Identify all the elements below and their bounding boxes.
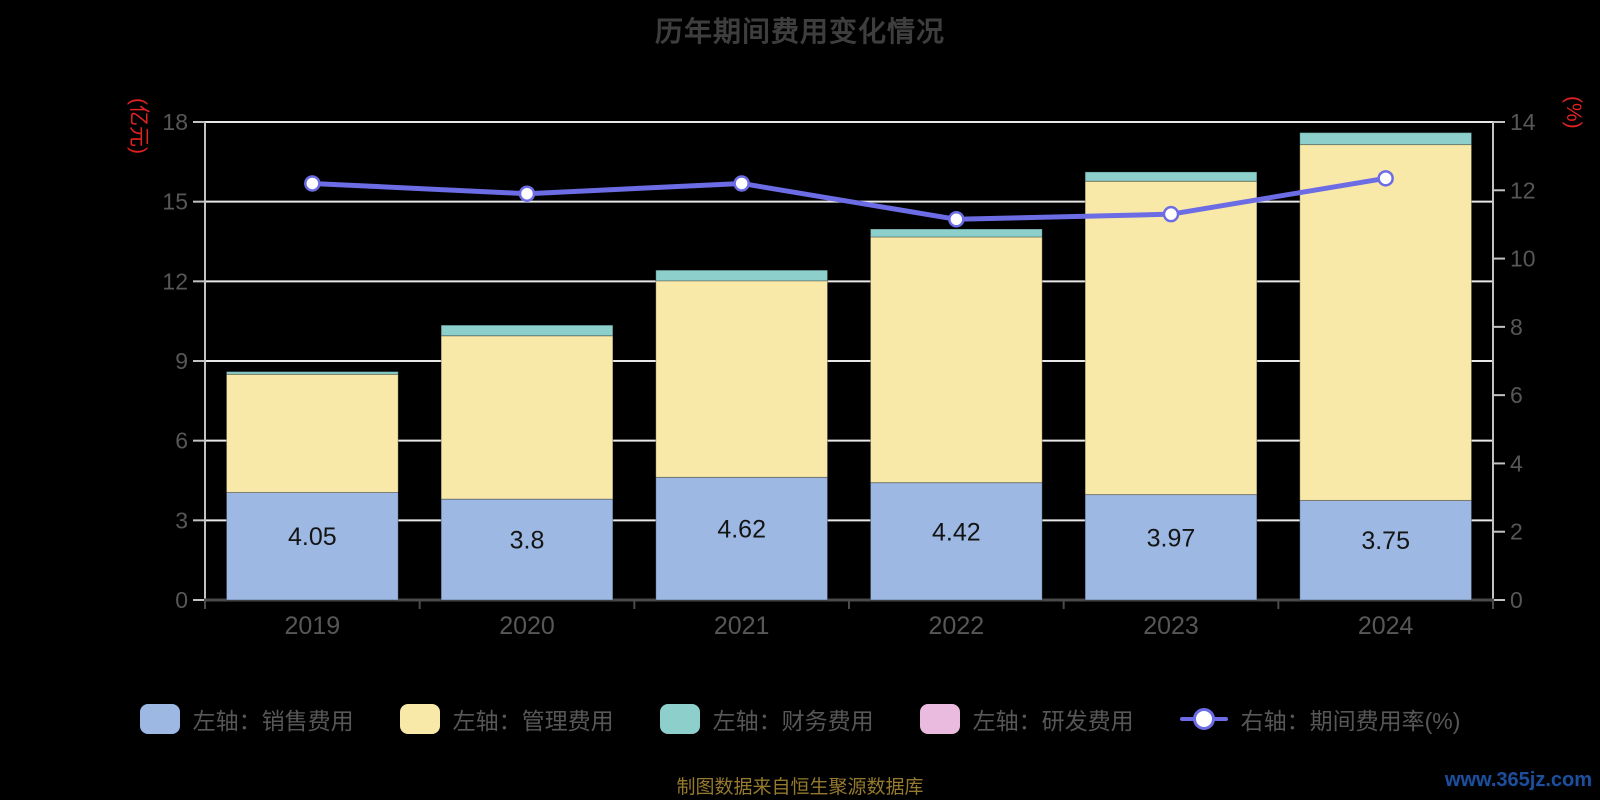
right-axis-tick-label: 6 xyxy=(1510,382,1523,408)
legend-swatch xyxy=(919,704,960,734)
legend-swatch xyxy=(399,704,440,734)
bar-segment-2019 xyxy=(225,373,399,493)
bar-value-label: 4.05 xyxy=(288,523,337,551)
legend-item-3[interactable]: 左轴：研发费用 xyxy=(919,702,1134,736)
left-axis-tick-label: 3 xyxy=(175,507,188,533)
right-axis-tick-label: 4 xyxy=(1510,450,1523,476)
left-axis-tick-label: 12 xyxy=(162,268,188,294)
legend-item-label: 左轴：管理费用 xyxy=(452,708,614,734)
bar-value-label: 3.75 xyxy=(1361,527,1410,555)
bar-segment-2019 xyxy=(225,491,399,601)
legend-item-label: 左轴：销售费用 xyxy=(192,708,354,734)
left-axis-tick-label: 0 xyxy=(175,587,188,613)
bar-segment-2023 xyxy=(1084,494,1258,601)
legend-item-2[interactable]: 左轴：财务费用 xyxy=(659,702,874,736)
x-axis-label: 2021 xyxy=(714,612,770,640)
legend-dot xyxy=(1192,708,1215,730)
legend-item-0[interactable]: 左轴：销售费用 xyxy=(139,702,354,736)
expense-rate-marker xyxy=(1162,205,1180,223)
bar-segment-2024 xyxy=(1299,499,1473,601)
bar-segment-2019 xyxy=(225,371,399,375)
left-axis-tick-label: 6 xyxy=(175,428,188,454)
bar-value-label: 4.42 xyxy=(932,518,981,546)
bar-segment-2023 xyxy=(1084,171,1258,182)
legend-swatch xyxy=(139,704,180,734)
right-axis-unit-label: (%) xyxy=(1562,96,1585,129)
bar-value-label: 3.97 xyxy=(1147,524,1196,552)
bar-value-label: 4.62 xyxy=(717,516,766,544)
site-watermark: www.365jz.com xyxy=(1444,769,1592,791)
left-axis-tick-label: 18 xyxy=(162,109,188,135)
expense-rate-line xyxy=(309,175,1389,222)
legend-line-marker-icon xyxy=(1179,706,1228,732)
right-axis-tick-label: 12 xyxy=(1510,177,1536,203)
source-note: 制图数据来自恒生聚源数据库 xyxy=(676,777,924,798)
expense-rate-marker xyxy=(518,185,536,202)
expense-rate-marker xyxy=(948,211,965,228)
right-axis-tick-label: 14 xyxy=(1510,109,1536,135)
legend-item-label: 左轴：研发费用 xyxy=(972,708,1134,734)
x-axis-label: 2019 xyxy=(285,612,341,640)
expense-rate-marker xyxy=(1377,170,1394,187)
bar-segment-2022 xyxy=(869,228,1043,238)
bar-value-label: 3.8 xyxy=(510,527,545,555)
legend-item-label: 右轴：期间费用率(%) xyxy=(1240,708,1461,734)
legend-item-4[interactable]: 右轴：期间费用率(%) xyxy=(1179,702,1461,736)
bar-segment-2024 xyxy=(1299,144,1473,501)
bar-segment-2021 xyxy=(655,269,829,282)
bar-segment-2021 xyxy=(655,476,829,601)
chart-title: 历年期间费用变化情况 xyxy=(654,16,945,47)
bar-segment-2024 xyxy=(1299,132,1473,146)
legend-item-1[interactable]: 左轴：管理费用 xyxy=(399,702,614,736)
x-axis-label: 2023 xyxy=(1143,612,1199,640)
x-axis-label: 2020 xyxy=(499,612,555,640)
bar-segment-2020 xyxy=(440,324,614,337)
x-axis-label: 2022 xyxy=(929,612,985,640)
bar-segment-2023 xyxy=(1084,180,1258,496)
legend: 左轴：销售费用 左轴：管理费用 左轴：财务费用 左轴：研发费用 右轴：期间费用率(%) xyxy=(0,702,1600,736)
right-axis-tick-label: 0 xyxy=(1510,587,1523,613)
right-axis-tick-label: 2 xyxy=(1510,519,1523,545)
left-axis-unit-label: (亿元) xyxy=(127,98,150,154)
legend-swatch xyxy=(659,704,700,734)
legend-item-label: 左轴：财务费用 xyxy=(712,708,874,734)
right-axis-tick-label: 8 xyxy=(1510,314,1523,340)
expense-rate-marker xyxy=(733,175,750,192)
left-axis-tick-label: 9 xyxy=(175,348,188,374)
bar-segment-2021 xyxy=(655,280,829,478)
left-axis-tick-label: 15 xyxy=(162,189,188,215)
right-axis-tick-label: 10 xyxy=(1510,246,1536,272)
expense-rate-marker xyxy=(304,175,321,192)
bar-segment-2020 xyxy=(440,498,614,601)
bar-segment-2022 xyxy=(869,482,1043,601)
x-axis-label: 2024 xyxy=(1358,612,1414,640)
bar-segment-2020 xyxy=(440,335,614,500)
bar-segment-2022 xyxy=(869,236,1043,484)
